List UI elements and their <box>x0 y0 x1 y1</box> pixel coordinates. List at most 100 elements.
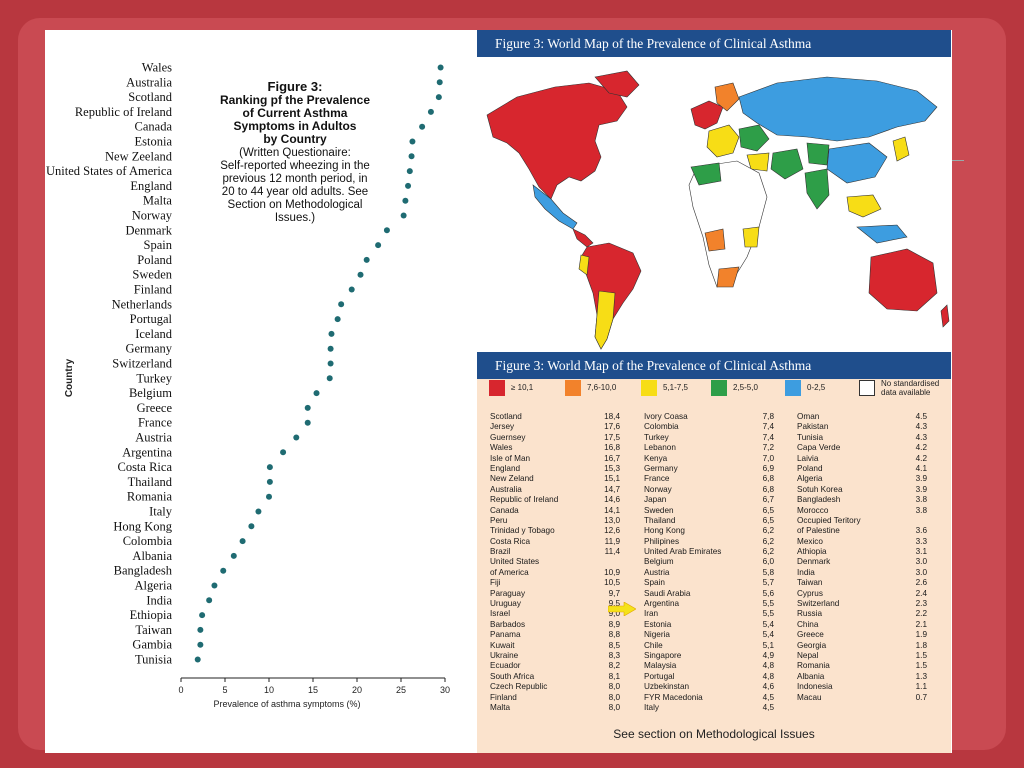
data-point <box>405 182 412 189</box>
prevalence-value: 8,2 <box>608 661 620 671</box>
country-name: Chile <box>644 640 663 650</box>
legend-swatch <box>641 380 657 396</box>
table-row: Denmark 3.0 <box>797 557 927 567</box>
country-name: Russia <box>797 609 823 619</box>
data-point <box>383 227 390 234</box>
data-point <box>266 478 273 485</box>
legend-swatch <box>565 380 581 396</box>
data-point <box>197 626 204 633</box>
table-row: Costa Rica 11,9 <box>490 537 620 547</box>
australia-region <box>868 248 938 312</box>
legend-swatch <box>859 380 875 396</box>
table-row: Norway 6,8 <box>644 485 774 495</box>
country-name: United Arab Emirates <box>644 547 722 557</box>
country-name: Malaysia <box>644 661 677 671</box>
country-label: Taiwan <box>135 623 172 637</box>
table-row: France 6,8 <box>644 474 774 484</box>
table-row: Tunisia 4.3 <box>797 433 927 443</box>
table-row: Italy 4,5 <box>644 703 774 713</box>
country-name: Belgium <box>644 557 674 567</box>
country-name: Indonesia <box>797 682 833 692</box>
country-name: Iran <box>644 609 659 619</box>
chart-note-line: Section on Methodological <box>228 199 363 211</box>
table-row: Pakistan 4.3 <box>797 422 927 432</box>
data-point <box>220 567 227 574</box>
country-name: Norway <box>644 484 672 494</box>
table-row: Thailand 6,5 <box>644 516 774 526</box>
table-row: Switzerland 2.3 <box>797 599 927 609</box>
table-row: United States <box>490 557 620 567</box>
prevalence-value: 8,9 <box>608 619 620 629</box>
mexico-region <box>532 184 578 230</box>
prevalence-value: 14,6 <box>604 495 620 505</box>
country-label: Thailand <box>128 475 173 489</box>
country-name: Fiji <box>490 578 501 588</box>
table-row: Ecuador 8,2 <box>490 661 620 671</box>
prevalence-value: 5,5 <box>762 599 774 609</box>
table-row: Philipines 6,2 <box>644 537 774 547</box>
prevalence-value: 1.5 <box>915 661 927 671</box>
table-row: Isle of Man 16,7 <box>490 454 620 464</box>
map-panel-header: Figure 3: World Map of the Prevalence of… <box>477 30 951 57</box>
japan-region <box>892 136 910 162</box>
western-europe-region <box>706 124 740 158</box>
chart-note-line: 20 to 44 year old adults. See <box>222 186 368 198</box>
table-row: Indonesia 1.1 <box>797 682 927 692</box>
table-row: Algeria 3.9 <box>797 474 927 484</box>
chart-title-line: by Country <box>263 132 327 146</box>
prevalence-value: 5,4 <box>762 619 774 629</box>
country-name: Barbados <box>490 619 526 629</box>
prevalence-value: 4.1 <box>915 463 927 473</box>
country-name: England <box>490 463 521 473</box>
country-label: Norway <box>132 209 173 223</box>
table-row: Uruguay 9,5 <box>490 599 620 609</box>
country-label: Switzerland <box>112 357 172 371</box>
country-name: Switzerland <box>797 599 840 609</box>
eastern-europe-region <box>738 124 770 152</box>
table-row: Occupied Teritory <box>797 516 927 526</box>
prevalence-value: 17,5 <box>604 432 620 442</box>
data-point <box>266 464 273 471</box>
country-name: Lebanon <box>644 443 676 453</box>
country-name: Denmark <box>797 557 831 567</box>
country-name: Jersey <box>490 422 515 432</box>
table-row: Wales 16,8 <box>490 443 620 453</box>
table-row: Macau 0.7 <box>797 693 927 703</box>
country-name: Australia <box>490 484 522 494</box>
country-name: Uruguay <box>490 599 521 609</box>
country-name: Kuwait <box>490 640 515 650</box>
country-name: Macau <box>797 692 822 702</box>
data-point <box>248 523 255 530</box>
data-point <box>400 212 407 219</box>
country-name: Czech Republic <box>490 682 548 692</box>
table-row: Nigeria 5,4 <box>644 630 774 640</box>
prevalence-value: 7,2 <box>762 443 774 453</box>
country-label: Bangladesh <box>114 564 173 578</box>
prevalence-value: 4,6 <box>762 682 774 692</box>
country-name: Athiopia <box>797 547 827 557</box>
country-label: Romania <box>127 490 173 504</box>
table-row: Albania 1.3 <box>797 672 927 682</box>
country-label: Scotland <box>128 90 172 104</box>
country-name: Algeria <box>797 474 823 484</box>
table-row: Colombia 7,4 <box>644 422 774 432</box>
prevalence-value: 5,1 <box>762 640 774 650</box>
country-name: Thailand <box>644 515 676 525</box>
legend-label: ≥ 10,1 <box>511 383 534 392</box>
highlight-arrow-icon <box>608 602 636 616</box>
chart-title-line: Ranking pf the Prevalence <box>220 93 370 107</box>
prevalence-value: 2.6 <box>915 578 927 588</box>
x-tick-label: 30 <box>440 685 450 695</box>
chart-title-line: of Current Asthma <box>243 106 348 120</box>
country-label: Wales <box>142 61 172 75</box>
country-name: Germany <box>644 463 678 473</box>
table-row: Bangladesh 3.8 <box>797 495 927 505</box>
country-name: Capa Verde <box>797 443 841 453</box>
table-row: Malaysia 4,8 <box>644 661 774 671</box>
table-row: Uzbekinstan 4,6 <box>644 682 774 692</box>
prevalence-value: 5,5 <box>762 609 774 619</box>
prevalence-value: 8,0 <box>608 682 620 692</box>
country-name: Saudi Arabia <box>644 588 691 598</box>
country-name: Guernsey <box>490 432 526 442</box>
